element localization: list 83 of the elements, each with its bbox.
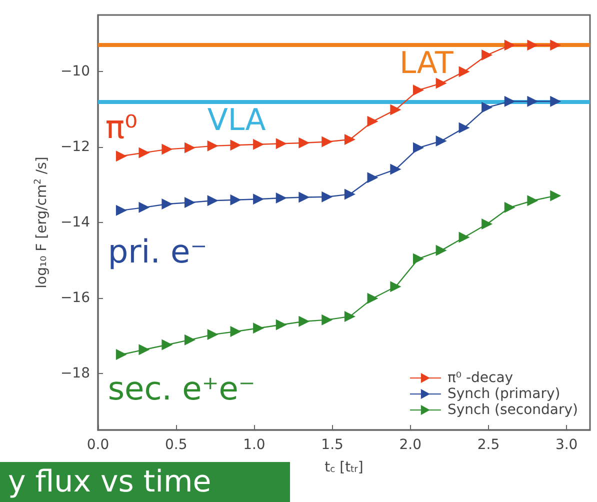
point [390, 164, 402, 175]
point [276, 138, 287, 150]
legend-label: Synch (primary) [447, 386, 560, 402]
y-tick-label: −12 [60, 139, 90, 156]
legend-label: Synch (secondary) [447, 402, 578, 418]
point [276, 319, 287, 330]
annotation: π⁰ [105, 108, 138, 146]
point [527, 96, 538, 107]
point [458, 122, 470, 134]
point [207, 140, 218, 152]
point [527, 40, 538, 51]
y-axis-title: log₁₀ F [erg/cm2 /s] [34, 156, 50, 288]
point [550, 190, 562, 202]
point [504, 40, 516, 51]
point [413, 84, 424, 96]
point [344, 188, 356, 200]
legend-label: π⁰ -decay [447, 370, 514, 386]
point [207, 195, 218, 206]
point [162, 339, 173, 350]
point [116, 349, 127, 360]
point [390, 104, 402, 116]
y-tick-label: −18 [60, 365, 90, 382]
point [138, 202, 150, 213]
point [298, 316, 310, 327]
point [322, 314, 333, 326]
point [298, 192, 310, 203]
point [367, 172, 378, 184]
point [207, 329, 218, 340]
y-tick-label: −10 [60, 64, 90, 80]
point [504, 96, 516, 107]
point [344, 310, 356, 322]
point [482, 49, 493, 60]
annotation: pri. e⁻ [108, 232, 208, 271]
point [230, 326, 242, 338]
x-tick-label: 2.5 [477, 437, 500, 453]
point [322, 191, 333, 202]
point [138, 147, 150, 158]
point [550, 40, 562, 51]
y-tick-label: −14 [60, 214, 90, 230]
point [436, 78, 447, 89]
point [413, 253, 424, 264]
point [436, 136, 447, 147]
point [504, 202, 516, 213]
point [458, 232, 470, 243]
x-tick-label: 3.0 [555, 437, 578, 453]
ref-line-label: LAT [399, 46, 454, 81]
point [138, 344, 150, 356]
x-tick-label: 1.5 [321, 437, 344, 453]
point [344, 134, 356, 145]
point [230, 194, 242, 206]
point [276, 192, 287, 204]
point [184, 197, 196, 208]
point [116, 150, 127, 162]
point [253, 138, 264, 150]
annotation: sec. e⁺e⁻ [108, 370, 256, 408]
point [413, 142, 424, 154]
point [458, 66, 470, 78]
point [162, 144, 173, 155]
point [184, 142, 196, 154]
text: y flux vs time [8, 464, 212, 500]
point [390, 281, 402, 292]
point [230, 140, 242, 151]
point [367, 292, 378, 304]
x-tick-label: 1.0 [243, 437, 266, 453]
point [184, 334, 196, 346]
point [298, 137, 310, 148]
x-axis-title: tc [ttr] [324, 459, 364, 476]
y-tick-label: −16 [60, 290, 90, 306]
point [436, 244, 447, 256]
point [550, 96, 562, 107]
x-tick-label: 0.0 [86, 437, 110, 453]
point [482, 218, 493, 230]
point [527, 195, 538, 206]
point [116, 204, 127, 216]
ref-line-label: VLA [207, 102, 266, 138]
x-tick-label: 2.0 [399, 437, 422, 453]
point [482, 102, 493, 113]
point [253, 322, 264, 334]
point [162, 198, 173, 210]
point [367, 116, 378, 127]
point [253, 194, 264, 205]
x-tick-label: 0.5 [164, 437, 188, 453]
point [322, 136, 333, 148]
